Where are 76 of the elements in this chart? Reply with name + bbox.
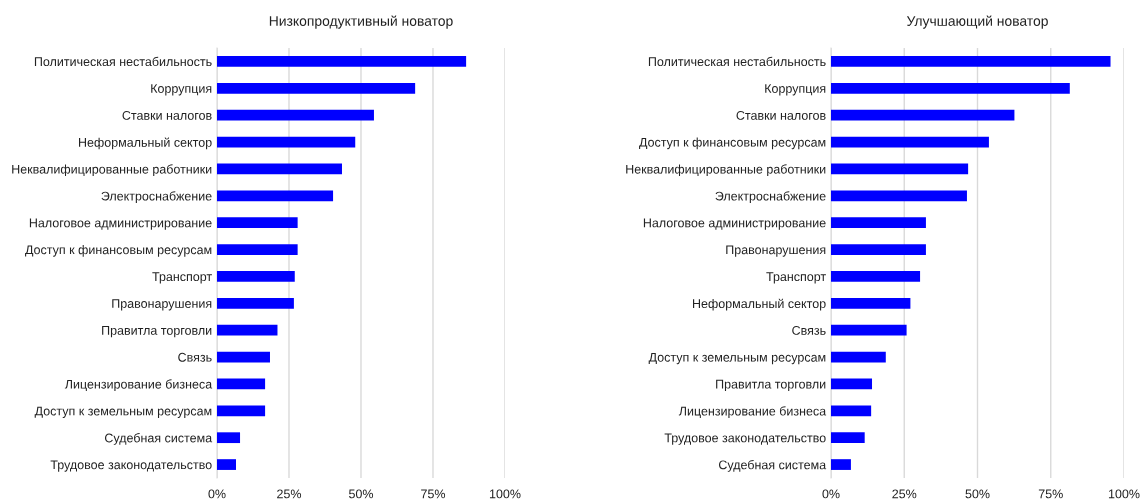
y-tick-label: Трудовое законодательство	[50, 460, 212, 472]
y-tick-label: Доступ к финансовым ресурсам	[639, 137, 826, 150]
y-tick-label: Правитла торговли	[716, 379, 826, 392]
y-tick-label: Неформальный сектор	[693, 298, 826, 311]
bar	[217, 297, 294, 309]
y-tick-label: Ставки налогов	[122, 110, 212, 120]
bar	[831, 405, 872, 417]
bar	[217, 271, 295, 282]
bar	[217, 217, 298, 229]
y-tick-label: Коррупция	[151, 84, 212, 96]
chart-title: Низкопродуктивный новатор	[269, 15, 453, 29]
y-tick-label: Электроснабжение	[715, 191, 826, 203]
bar	[217, 136, 356, 148]
bar	[217, 378, 266, 390]
bar	[217, 244, 298, 255]
y-tick-label: Коррупция	[765, 84, 826, 96]
x-tick-label: 0%	[822, 489, 840, 499]
x-tick-label: 75%	[1038, 489, 1063, 499]
x-tick-label: 100%	[1108, 489, 1140, 499]
bar	[217, 459, 237, 470]
y-tick-label: Правонарушения	[112, 299, 212, 311]
bar	[831, 109, 1015, 121]
x-tick-label: 25%	[892, 489, 917, 499]
y-tick-label: Налоговое администрирование	[643, 218, 826, 230]
y-tick-label: Связь	[178, 352, 212, 362]
x-tick-label: 0%	[208, 489, 226, 499]
bar	[831, 297, 911, 309]
bar	[831, 244, 926, 255]
y-tick-label: Транспорт	[766, 272, 826, 284]
bar	[831, 56, 1111, 67]
x-tick-label: 50%	[348, 489, 374, 499]
y-tick-label: Доступ к земельным ресурсам	[34, 406, 212, 418]
chart-title: Улучшающий новатор	[906, 15, 1048, 29]
y-tick-label: Правитла торговли	[102, 326, 212, 338]
bar	[831, 459, 851, 470]
bar	[217, 324, 278, 336]
bar	[217, 432, 241, 444]
bar	[217, 190, 334, 202]
y-tick-label: Налоговое администрирование	[29, 218, 212, 230]
y-tick-label: Лицензирование бизнеса	[64, 379, 213, 392]
bar	[217, 82, 416, 94]
bar	[831, 378, 873, 390]
y-tick-label: Неформальный сектор	[79, 137, 212, 150]
x-tick-label: 75%	[421, 489, 446, 499]
bar	[217, 109, 374, 121]
y-tick-label: Доступ к финансовым ресурсам	[25, 245, 212, 257]
y-tick-label: Ставки налогов	[736, 110, 826, 120]
y-tick-label: Связь	[792, 325, 826, 335]
bar	[831, 82, 1070, 94]
y-tick-label: Электроснабжение	[101, 191, 212, 203]
y-tick-label: Неквалифицированные работники	[12, 164, 212, 177]
y-tick-label: Политическая нестабильность	[34, 56, 212, 67]
y-tick-label: Лицензирование бизнеса	[678, 406, 827, 418]
bar	[831, 136, 989, 148]
y-tick-label: Правонарушения	[726, 245, 826, 257]
x-tick-label: 100%	[489, 489, 521, 499]
y-tick-label: Транспорт	[152, 272, 212, 284]
bar	[217, 405, 266, 417]
bar	[831, 217, 926, 229]
bar	[831, 271, 921, 282]
bar	[831, 324, 907, 336]
y-tick-label: Политическая нестабильность	[648, 56, 826, 67]
y-tick-label: Трудовое законодательство	[664, 433, 826, 445]
y-tick-label: Судебная система	[719, 459, 827, 472]
x-tick-label: 50%	[965, 489, 990, 499]
bar	[217, 56, 467, 67]
y-tick-label: Судебная система	[105, 433, 213, 445]
bar	[831, 432, 865, 444]
y-tick-label: Доступ к земельным ресурсам	[648, 352, 826, 365]
bar	[831, 351, 886, 363]
bar	[831, 163, 969, 175]
bar	[217, 163, 342, 175]
bar	[217, 351, 270, 363]
bar	[831, 190, 967, 202]
x-tick-label: 25%	[277, 489, 302, 499]
y-tick-label: Неквалифицированные работники	[626, 164, 826, 177]
